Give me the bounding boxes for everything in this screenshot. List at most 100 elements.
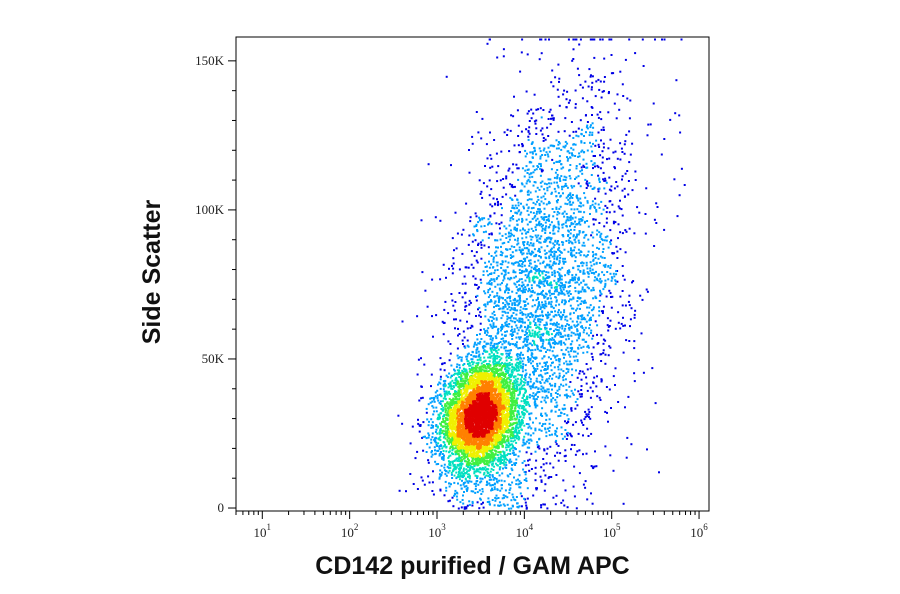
- event-dot: [529, 387, 532, 390]
- event-dot: [529, 220, 532, 223]
- event-dot: [529, 211, 532, 214]
- event-dot: [644, 213, 647, 215]
- event-dot: [445, 431, 448, 434]
- event-dot: [453, 392, 456, 395]
- event-dot: [483, 356, 486, 359]
- event-dot: [466, 353, 469, 356]
- event-dot: [532, 432, 535, 435]
- event-dot: [504, 290, 507, 293]
- event-dot: [591, 200, 594, 203]
- event-dot: [521, 366, 524, 369]
- event-dot: [451, 477, 454, 479]
- event-dot: [504, 495, 507, 498]
- event-dot: [455, 247, 458, 250]
- event-dot: [491, 453, 494, 456]
- event-dot: [676, 215, 679, 218]
- event-dot: [592, 314, 595, 317]
- event-dot: [465, 358, 468, 361]
- event-dot: [492, 197, 495, 200]
- event-dot: [458, 387, 461, 390]
- event-dot: [540, 246, 543, 249]
- event-dot: [441, 456, 444, 459]
- event-dot: [514, 418, 517, 421]
- event-dot: [523, 229, 526, 232]
- event-dot: [484, 261, 487, 264]
- event-dot: [530, 266, 533, 269]
- event-dot: [547, 427, 549, 430]
- event-dot: [538, 330, 541, 333]
- event-dot: [518, 418, 521, 421]
- event-dot: [590, 264, 593, 267]
- event-dot: [565, 389, 568, 392]
- event-dot: [508, 302, 511, 305]
- event-dot: [545, 368, 547, 371]
- event-dot: [514, 194, 517, 197]
- event-dot: [604, 339, 607, 342]
- event-dot: [508, 150, 511, 153]
- event-dot: [519, 382, 522, 385]
- event-dot: [517, 358, 520, 360]
- event-dot: [561, 212, 564, 215]
- event-dot: [504, 455, 507, 458]
- event-dot: [557, 95, 560, 98]
- event-dot: [480, 246, 483, 249]
- event-dot: [524, 374, 527, 377]
- event-dot: [624, 304, 627, 307]
- event-dot: [543, 285, 546, 287]
- event-dot: [476, 366, 478, 369]
- event-dot: [503, 460, 506, 463]
- event-dot: [534, 472, 537, 475]
- event-dot: [579, 83, 582, 86]
- event-dot: [580, 262, 583, 265]
- event-dot: [612, 469, 615, 472]
- event-dot: [526, 193, 529, 196]
- event-dot: [458, 268, 461, 271]
- event-dot: [585, 332, 588, 335]
- event-dot: [501, 263, 504, 266]
- event-dot: [675, 79, 678, 82]
- event-dot: [548, 418, 551, 421]
- event-dot: [566, 363, 569, 366]
- event-dot: [552, 225, 555, 228]
- event-dot: [542, 294, 545, 297]
- event-dot: [543, 218, 546, 221]
- event-dot: [501, 353, 504, 356]
- event-dot: [591, 114, 593, 116]
- event-dot: [550, 286, 553, 289]
- event-dot: [518, 369, 521, 372]
- event-dot: [490, 467, 493, 470]
- event-dot: [564, 300, 567, 303]
- event-dot: [646, 290, 649, 293]
- event-dot: [519, 296, 521, 299]
- event-dot: [521, 419, 524, 422]
- event-dot: [500, 441, 503, 444]
- event-dot: [559, 278, 562, 281]
- event-dot: [511, 385, 514, 388]
- event-dot: [499, 457, 502, 460]
- event-dot: [513, 282, 516, 285]
- event-dot: [540, 165, 542, 168]
- event-dot: [513, 390, 516, 393]
- event-dot: [497, 200, 499, 203]
- event-dot: [544, 372, 547, 375]
- event-dot: [582, 338, 585, 341]
- event-dot: [493, 368, 496, 371]
- event-dot: [528, 277, 531, 279]
- event-dot: [562, 257, 565, 260]
- event-dot: [447, 428, 450, 431]
- event-dot: [589, 323, 591, 326]
- event-dot: [579, 290, 582, 293]
- event-dot: [536, 346, 539, 349]
- event-dot: [469, 220, 472, 223]
- event-dot: [551, 388, 553, 391]
- event-dot: [526, 152, 528, 155]
- event-dot: [453, 386, 455, 389]
- event-dot: [523, 414, 526, 417]
- event-dot: [598, 262, 601, 264]
- event-dot: [534, 311, 537, 314]
- event-dot: [508, 489, 511, 491]
- event-dot: [434, 436, 437, 439]
- event-dot: [509, 217, 512, 220]
- event-dot: [567, 421, 570, 424]
- event-dot: [603, 76, 606, 78]
